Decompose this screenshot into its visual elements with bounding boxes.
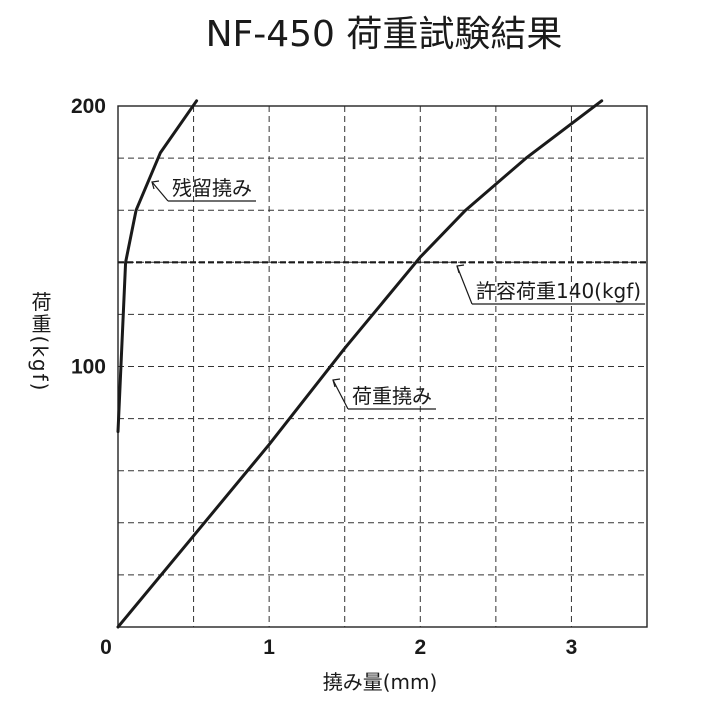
x-tick-label: 1 xyxy=(263,636,275,659)
allowable-label-leader xyxy=(456,265,473,305)
residual-label-text: 残留撓み xyxy=(172,176,252,200)
y-tick-label: 100 xyxy=(71,356,106,379)
x-tick-label: 0 xyxy=(100,636,112,659)
x-axis-label: 撓み量(mm) xyxy=(323,670,438,694)
residual-label-arrowhead xyxy=(151,180,160,190)
allowable-label-arrowhead xyxy=(456,264,465,274)
tick-labels: 0 1 2 3 100 200 xyxy=(71,95,577,659)
y-axis-label: 荷重(kgf) xyxy=(28,291,52,392)
plot-frame xyxy=(117,105,648,628)
chart-title: NF-450 荷重試験結果 xyxy=(206,14,563,55)
load-deflection-line xyxy=(116,99,604,629)
load-label: 荷重撓み xyxy=(332,378,436,410)
x-tick-label: 3 xyxy=(566,636,578,659)
residual-deflection-line xyxy=(116,99,199,434)
load-label-text: 荷重撓み xyxy=(352,384,432,408)
allowable-label-text: 許容荷重140(kgf) xyxy=(476,279,641,303)
x-tick-label: 2 xyxy=(414,636,426,659)
residual-label-leader xyxy=(151,181,169,202)
load-label-arrowhead xyxy=(332,378,341,388)
load-label-leader xyxy=(332,379,349,410)
series-lines xyxy=(116,99,604,629)
y-tick-label: 200 xyxy=(71,95,106,118)
residual-label: 残留撓み xyxy=(151,176,256,202)
allowable-label: 許容荷重140(kgf) xyxy=(456,264,646,305)
